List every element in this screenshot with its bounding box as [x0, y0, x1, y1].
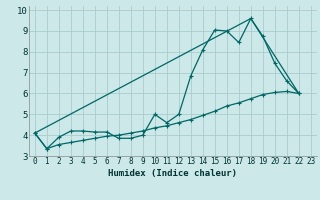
X-axis label: Humidex (Indice chaleur): Humidex (Indice chaleur) [108, 169, 237, 178]
